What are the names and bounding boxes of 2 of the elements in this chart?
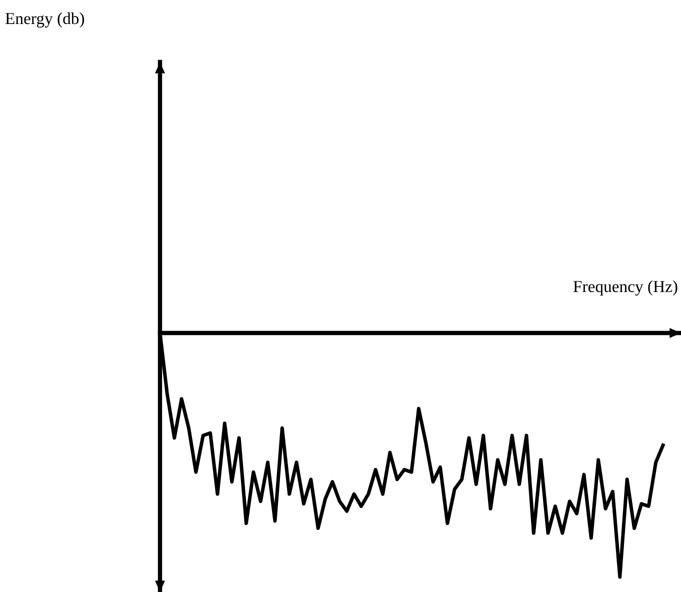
x-axis-title: Frequency (Hz) <box>573 280 678 296</box>
text: Energy (db) <box>5 12 84 28</box>
